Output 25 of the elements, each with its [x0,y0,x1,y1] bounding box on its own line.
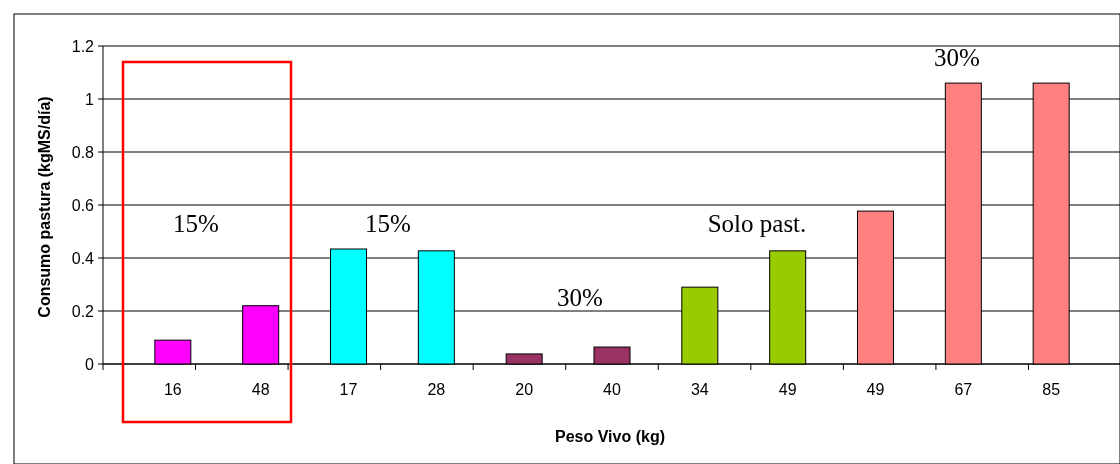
x-axis-title: Peso Vivo (kg) [555,428,665,445]
annotation: 15% [365,210,411,237]
annotation: 15% [173,210,219,237]
x-tick-label: 48 [251,381,270,398]
y-tick-label: 0 [85,355,95,373]
x-tick-label: 40 [603,381,621,398]
annotation: 30% [934,44,980,71]
y-tick-label: 0.8 [71,143,95,161]
x-tick-label: 85 [1042,381,1061,398]
annotation: 30% [557,284,603,311]
y-tick-label: 0.6 [71,196,95,214]
x-tick-label: 16 [163,381,182,398]
x-tick-label: 67 [954,381,973,398]
y-tick-label: 0.4 [71,249,95,267]
y-axis-title: Consumo pastura (kgMS/día) [36,96,53,318]
x-tick-label: 28 [427,381,446,398]
x-tick-label: 20 [515,381,534,398]
x-tick-label: 34 [690,381,709,398]
x-tick-label: 49 [866,381,885,398]
y-tick-label: 1 [85,90,95,108]
x-tick-label: 17 [339,381,358,398]
annotation: Solo past. [707,210,807,237]
x-tick-label: 49 [778,381,797,398]
y-tick-label: 1.2 [71,37,95,55]
y-tick-label: 0.2 [71,302,95,320]
